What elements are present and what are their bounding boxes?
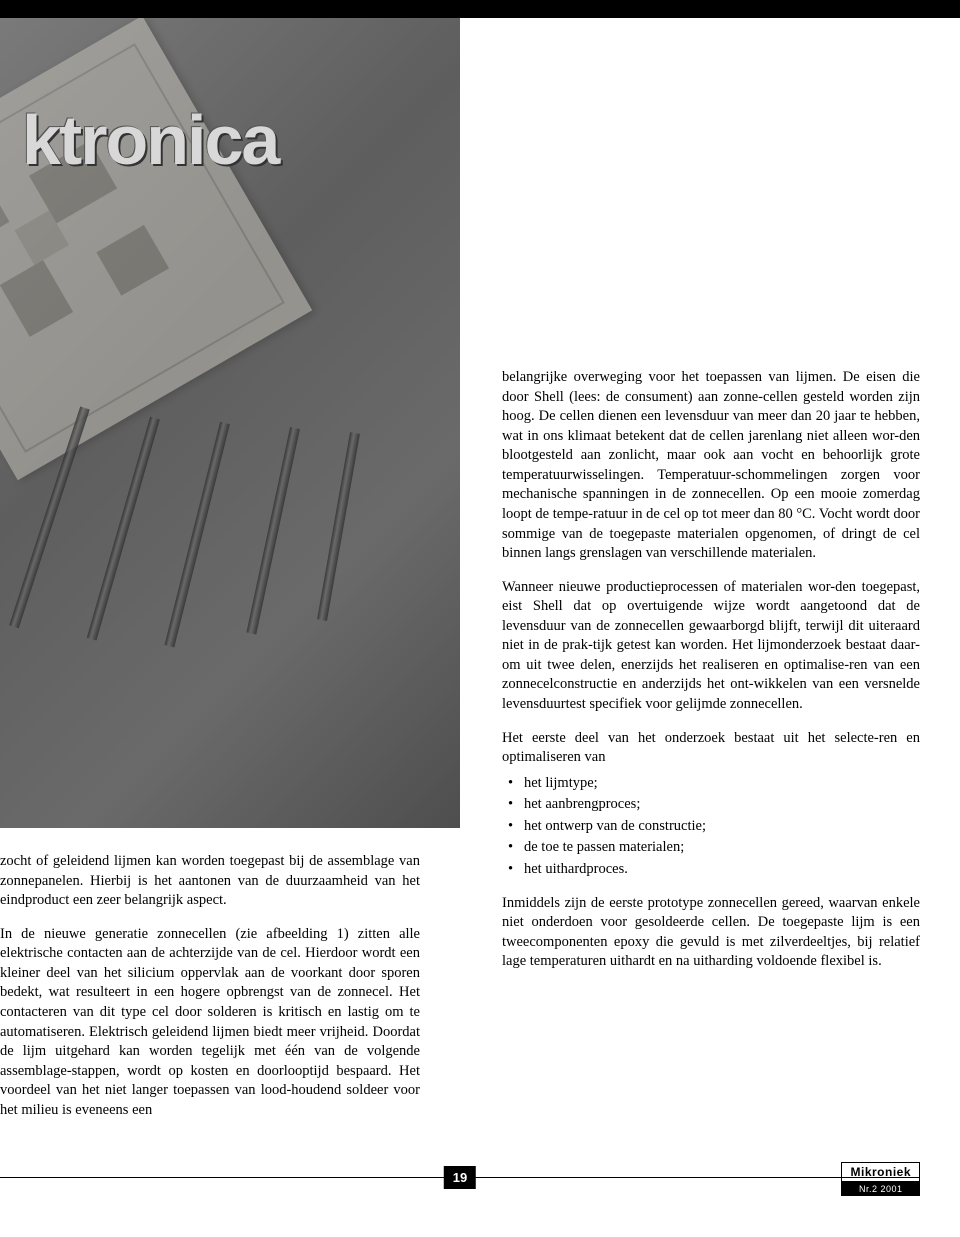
chip-lead (317, 432, 360, 621)
body-paragraph: zocht of geleidend lijmen kan worden toe… (0, 852, 420, 911)
hero-photo: ktronica (0, 18, 460, 828)
bullet-list: het lijmtype; het aanbrengproces; het on… (502, 774, 920, 880)
page-footer: 19 Mikroniek Nr.2 2001 (0, 1162, 920, 1198)
list-item: het uithardproces. (502, 860, 920, 880)
page-body: ktronica zocht of geleidend lijmen kan w… (0, 18, 960, 1228)
chip-lead (165, 422, 230, 648)
chip-lead (246, 427, 299, 634)
left-column: zocht of geleidend lijmen kan worden toe… (0, 852, 420, 1120)
two-column-layout: ktronica zocht of geleidend lijmen kan w… (0, 18, 920, 1134)
magazine-name: Mikroniek (841, 1162, 920, 1182)
body-paragraph: belangrijke overweging voor het toepasse… (502, 368, 920, 564)
magazine-badge: Mikroniek Nr.2 2001 (841, 1162, 920, 1196)
list-item: het lijmtype; (502, 774, 920, 794)
list-item: het aanbrengproces; (502, 795, 920, 815)
list-item: de toe te passen materialen; (502, 838, 920, 858)
chip-illustration (0, 18, 312, 480)
magazine-issue: Nr.2 2001 (841, 1182, 920, 1196)
page-number: 19 (444, 1166, 476, 1189)
top-black-bar (0, 0, 960, 18)
body-paragraph: Wanneer nieuwe productieprocessen of mat… (502, 578, 920, 715)
right-column: belangrijke overweging voor het toepasse… (502, 368, 920, 1134)
left-stack: ktronica zocht of geleidend lijmen kan w… (0, 18, 460, 1134)
body-paragraph: Inmiddels zijn de eerste prototype zonne… (502, 894, 920, 972)
hero-title-fragment: ktronica (22, 100, 278, 180)
body-paragraph: Het eerste deel van het onderzoek bestaa… (502, 729, 920, 768)
body-paragraph: In de nieuwe generatie zonnecellen (zie … (0, 925, 420, 1121)
list-item: het ontwerp van de constructie; (502, 817, 920, 837)
chip-lead (87, 417, 160, 641)
